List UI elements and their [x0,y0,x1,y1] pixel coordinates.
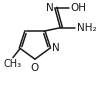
Text: OH: OH [70,3,86,12]
Text: CH₃: CH₃ [4,59,22,69]
Text: N: N [46,3,54,12]
Text: N: N [52,43,60,53]
Text: NH₂: NH₂ [77,23,96,32]
Text: O: O [31,63,39,73]
